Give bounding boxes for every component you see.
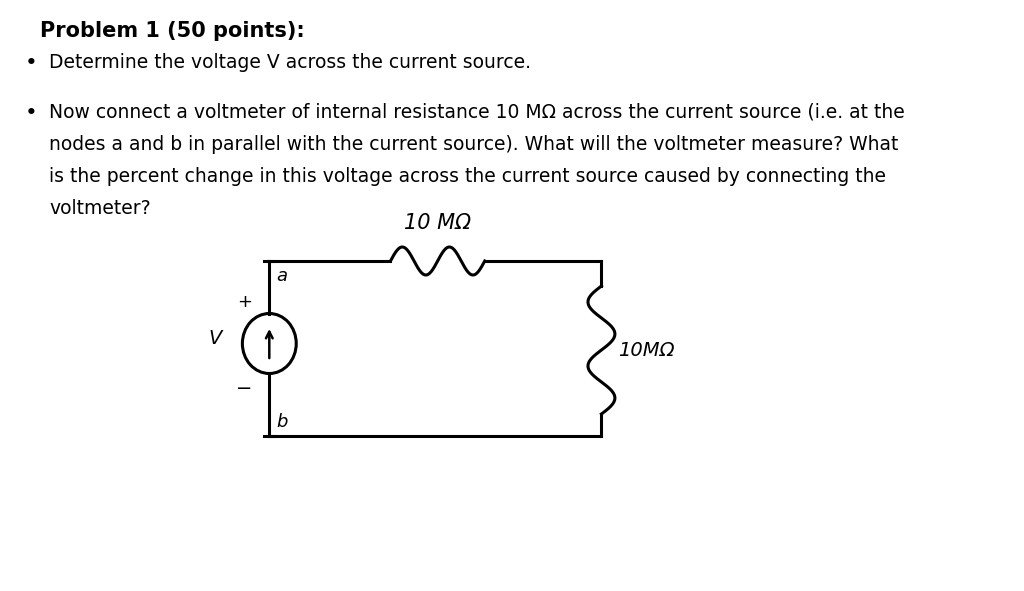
- Text: is the percent change in this voltage across the current source caused by connec: is the percent change in this voltage ac…: [49, 167, 887, 186]
- Text: voltmeter?: voltmeter?: [49, 199, 151, 218]
- Text: Problem 1 (50 points):: Problem 1 (50 points):: [40, 21, 305, 41]
- Text: V: V: [209, 329, 222, 348]
- Text: 10MΩ: 10MΩ: [617, 340, 674, 359]
- Text: +: +: [237, 293, 252, 310]
- Text: b: b: [276, 413, 288, 431]
- Text: 10 MΩ: 10 MΩ: [404, 213, 471, 233]
- Text: Determine the voltage V across the current source.: Determine the voltage V across the curre…: [49, 53, 531, 72]
- Text: −: −: [236, 379, 252, 398]
- Text: a: a: [276, 267, 288, 285]
- Text: •: •: [26, 103, 38, 123]
- Text: nodes a and b in parallel with the current source). What will the voltmeter meas: nodes a and b in parallel with the curre…: [49, 135, 899, 154]
- Text: Now connect a voltmeter of internal resistance 10 MΩ across the current source (: Now connect a voltmeter of internal resi…: [49, 103, 905, 122]
- Text: •: •: [26, 53, 38, 73]
